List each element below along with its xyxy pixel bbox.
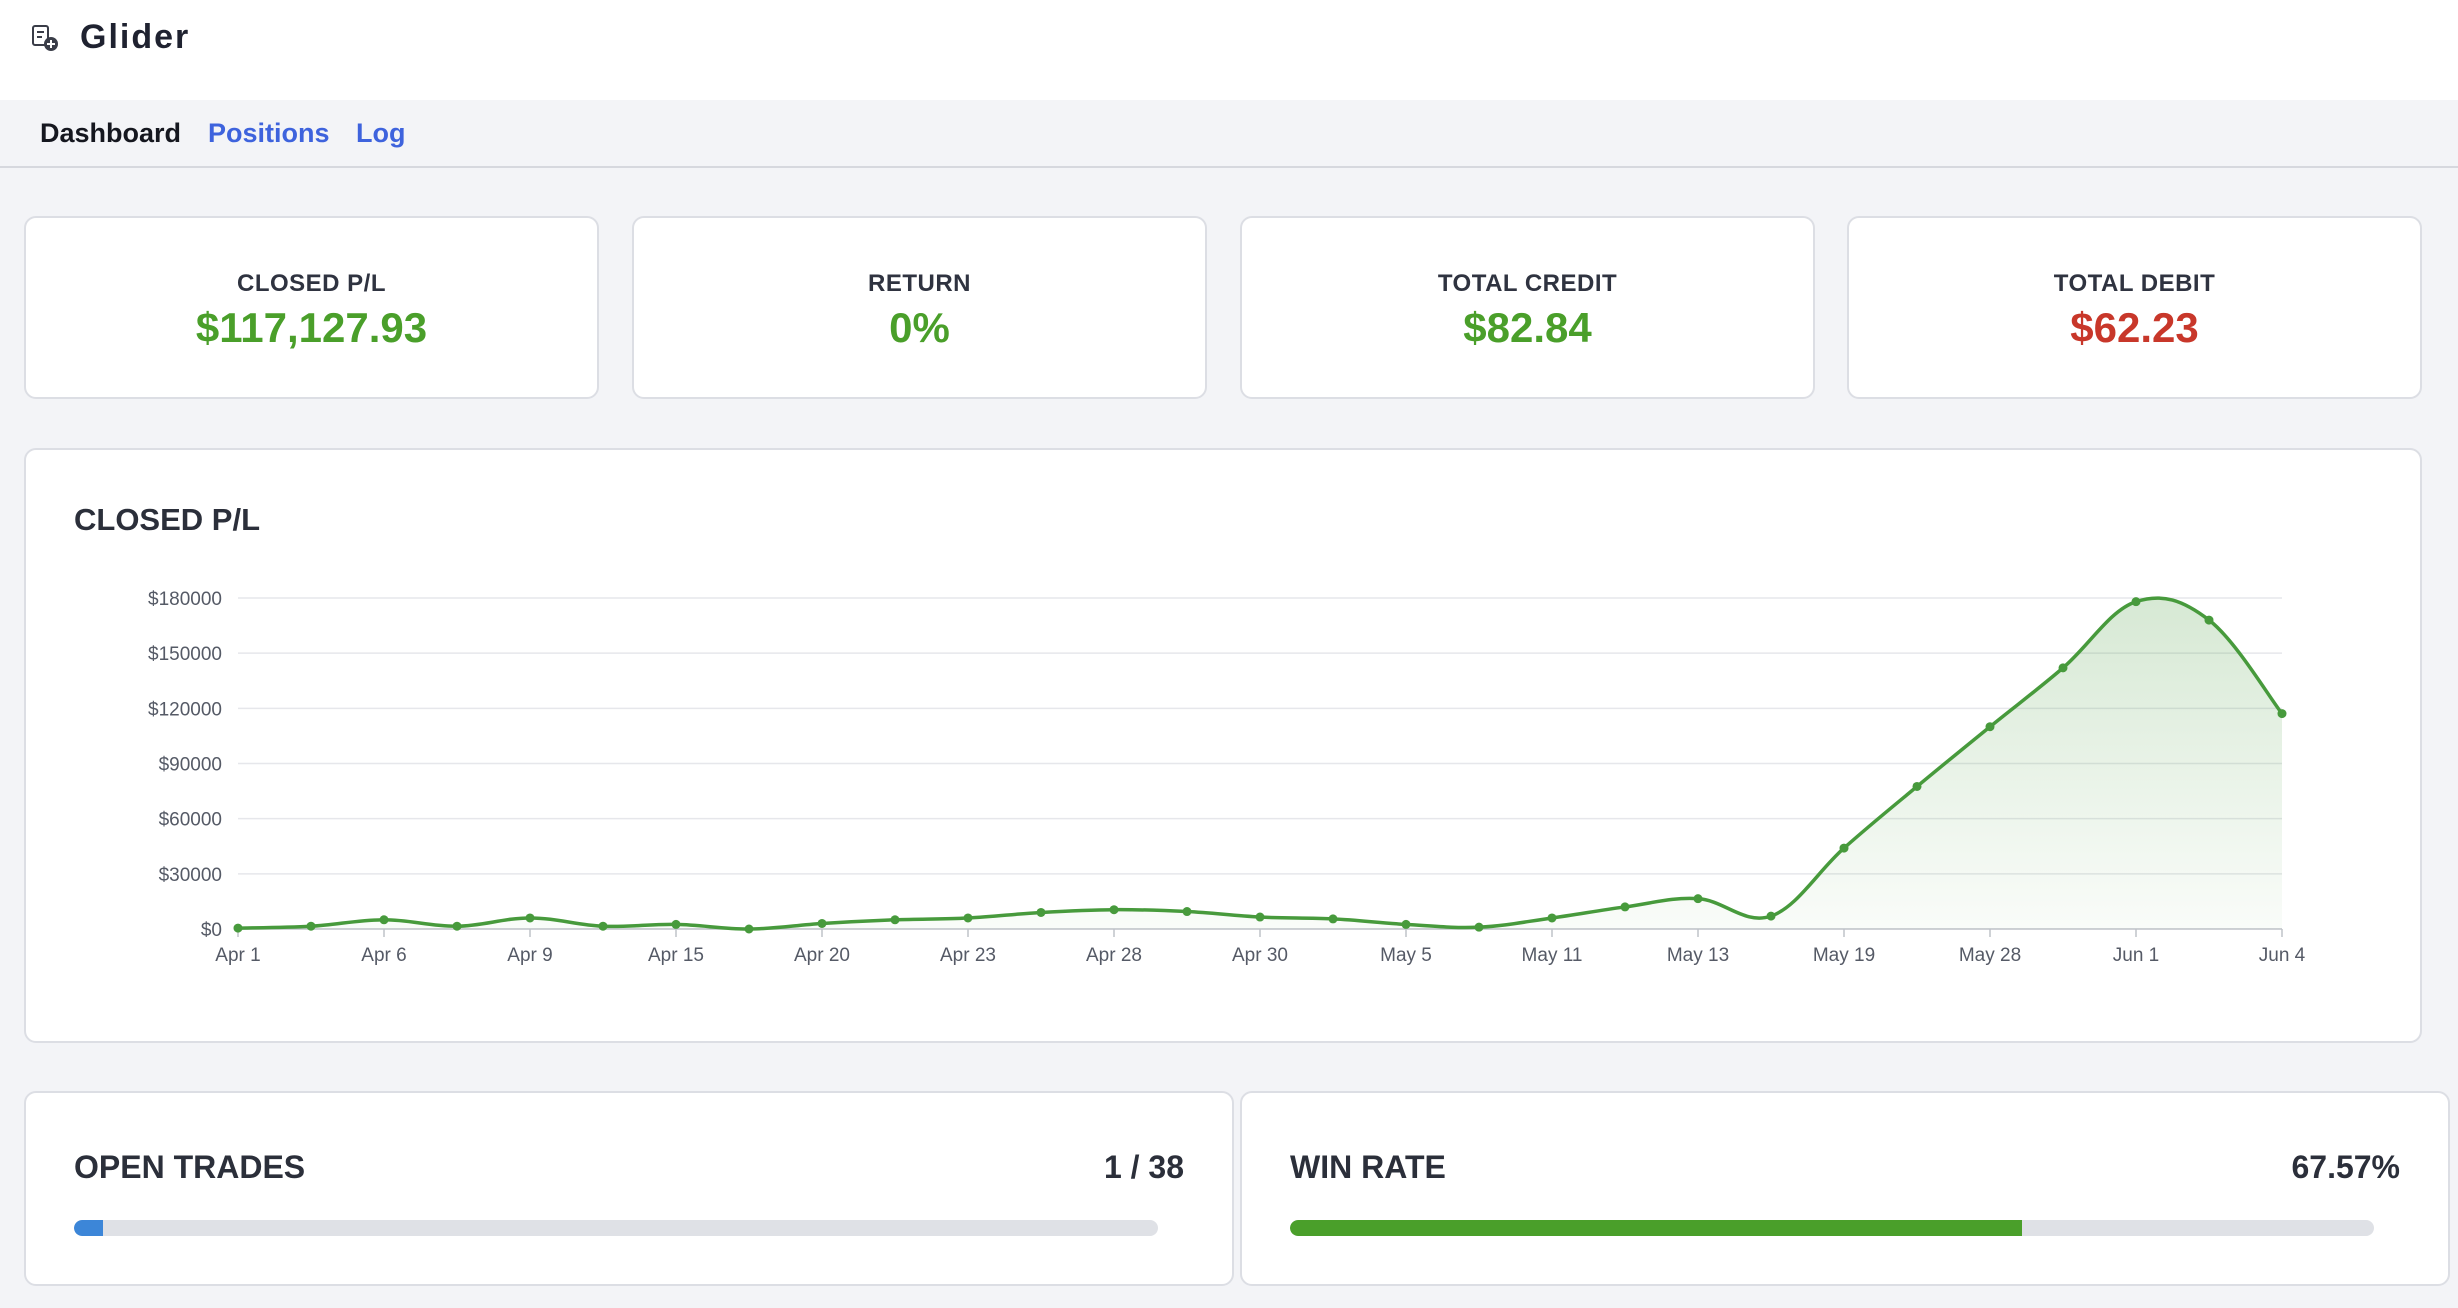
data-point — [2131, 597, 2141, 607]
win-rate-progress-fill — [1290, 1220, 2023, 1236]
data-point — [379, 915, 389, 925]
x-tick-label: May 28 — [1959, 945, 2021, 966]
tab-dashboard[interactable]: Dashboard — [40, 118, 182, 148]
x-tick-label: Apr 20 — [794, 945, 850, 966]
closed-pl-chart-card: CLOSED P/L $0 $30000 $60000 $90000 $120000 $1… — [24, 448, 2422, 1043]
x-tick-label: Apr 23 — [940, 945, 996, 966]
x-tick-label: May 13 — [1667, 945, 1729, 966]
data-point — [1985, 722, 1995, 732]
x-tick-label: May 5 — [1380, 945, 1432, 966]
stat-label: TOTAL DEBIT — [2053, 270, 2216, 297]
x-tick-label: Apr 1 — [215, 945, 260, 966]
win-rate-title: WIN RATE — [1290, 1149, 1446, 1185]
x-tick-label: Apr 15 — [648, 945, 704, 966]
data-point — [671, 919, 681, 929]
stat-card-total-debit: TOTAL DEBIT $62.23 — [1847, 216, 2422, 399]
win-rate-value: 67.57% — [2291, 1149, 2400, 1185]
data-point — [2277, 709, 2287, 719]
stat-value: $117,127.93 — [195, 304, 428, 351]
open-trades-progress-track — [74, 1220, 1158, 1236]
y-tick-label: $90000 — [159, 755, 222, 776]
data-point — [2058, 663, 2068, 673]
app-logo-icon — [32, 24, 58, 51]
brand[interactable]: Glider — [30, 18, 190, 57]
data-point — [306, 921, 316, 931]
nav-tabs: Dashboard Positions Log — [0, 100, 2458, 168]
y-tick-label: $0 — [201, 920, 222, 941]
data-point — [890, 915, 900, 925]
tab-log[interactable]: Log — [356, 118, 406, 148]
chart-title: CLOSED P/L — [74, 502, 261, 537]
stat-card-closed-pl: CLOSED P/L $117,127.93 — [24, 216, 599, 399]
closed-pl-chart[interactable]: $0 $30000 $60000 $90000 $120000 $150000 $18000… — [26, 450, 2420, 1041]
data-point — [1693, 894, 1703, 904]
series-area — [238, 598, 2282, 930]
stat-value: 0% — [889, 304, 950, 351]
data-point — [1255, 912, 1265, 922]
data-point — [525, 913, 535, 923]
data-point — [1839, 843, 1849, 853]
data-point — [1912, 781, 1922, 791]
tab-positions[interactable]: Positions — [208, 118, 330, 148]
stat-label: TOTAL CREDIT — [1437, 270, 1618, 297]
open-trades-card: OPEN TRADES 1 / 38 — [24, 1091, 1234, 1286]
data-point — [1182, 907, 1192, 917]
data-point — [1328, 914, 1338, 924]
data-point — [598, 921, 608, 931]
x-tick-label: Jun 4 — [2259, 945, 2306, 966]
data-point — [744, 924, 754, 934]
data-point — [963, 913, 973, 923]
series-line — [237, 596, 2284, 931]
stat-card-total-credit: TOTAL CREDIT $82.84 — [1240, 216, 1815, 399]
y-tick-label: $60000 — [159, 810, 222, 831]
data-point — [1401, 919, 1411, 929]
stat-card-return: RETURN 0% — [632, 216, 1207, 399]
win-rate-progress-track — [1290, 1220, 2374, 1236]
y-tick-label: $150000 — [148, 644, 222, 665]
x-tick-label: Apr 9 — [507, 945, 552, 966]
data-point — [233, 923, 243, 933]
data-point — [1036, 907, 1046, 917]
x-tick-label: Jun 1 — [2113, 945, 2159, 966]
stat-label: RETURN — [868, 270, 971, 297]
stat-value: $62.23 — [2070, 304, 2199, 351]
data-point — [1109, 905, 1119, 915]
stat-label: CLOSED P/L — [236, 270, 386, 297]
data-point — [2204, 615, 2214, 625]
stat-value: $82.84 — [1463, 304, 1592, 351]
x-tick-label: Apr 28 — [1086, 945, 1142, 966]
open-trades-value: 1 / 38 — [1103, 1149, 1184, 1185]
top-bar: Glider — [0, 0, 2458, 100]
data-point — [1474, 922, 1484, 932]
x-tick-label: Apr 6 — [361, 945, 406, 966]
y-tick-label: $30000 — [159, 865, 222, 886]
data-point — [1620, 902, 1630, 912]
x-tick-label: May 19 — [1813, 945, 1875, 966]
y-tick-label: $180000 — [148, 589, 222, 610]
data-point — [817, 918, 827, 928]
app-name: Glider — [80, 18, 191, 56]
open-trades-progress-fill — [74, 1220, 103, 1236]
x-tick-label: Apr 30 — [1232, 945, 1288, 966]
data-point — [1766, 911, 1776, 921]
data-point — [1547, 913, 1557, 923]
open-trades-title: OPEN TRADES — [74, 1149, 306, 1185]
win-rate-card: WIN RATE 67.57% — [1240, 1091, 2450, 1286]
y-tick-label: $120000 — [148, 699, 222, 720]
x-tick-label: May 11 — [1522, 945, 1583, 966]
data-point — [452, 921, 462, 931]
